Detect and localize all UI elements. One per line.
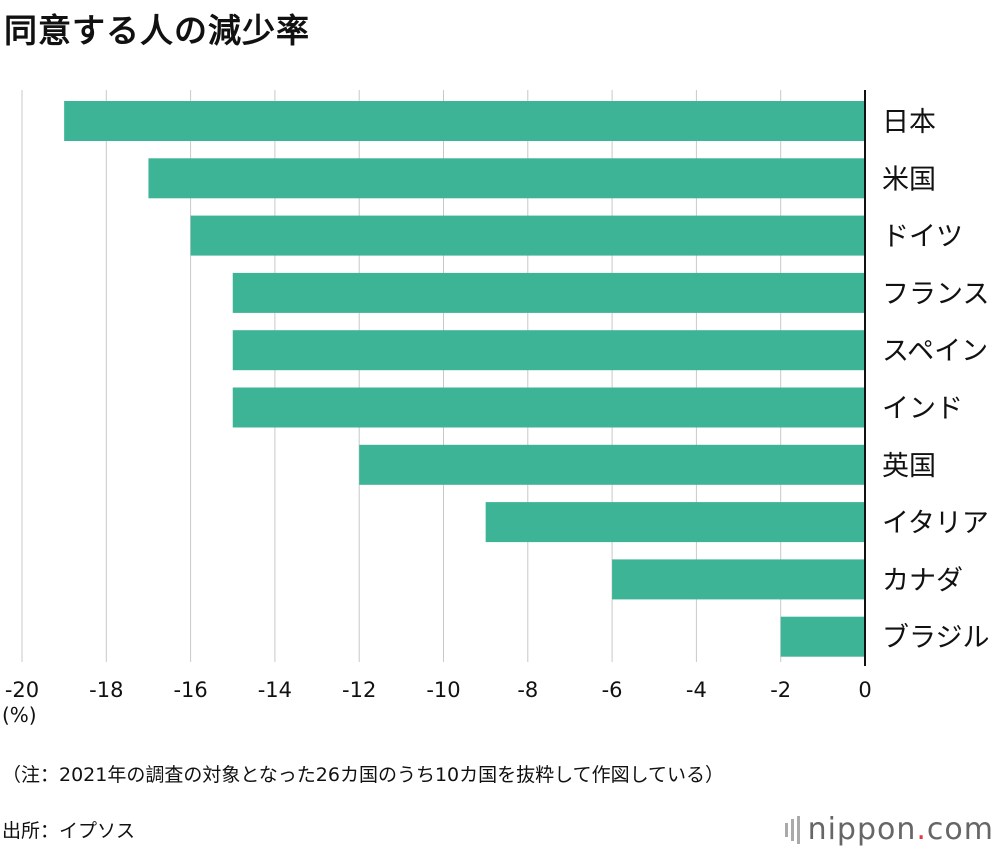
category-label: イタリア bbox=[882, 508, 989, 539]
category-label: 日本 bbox=[882, 107, 936, 138]
category-label: スペイン bbox=[882, 336, 988, 367]
x-tick-label: -2 bbox=[770, 678, 791, 702]
x-tick-label: -4 bbox=[686, 678, 707, 702]
category-label: カナダ bbox=[882, 565, 963, 596]
category-label: インド bbox=[882, 394, 963, 425]
category-label: ドイツ bbox=[882, 222, 963, 253]
x-tick-label: -6 bbox=[602, 678, 623, 702]
x-tick-label: -20 bbox=[5, 678, 39, 702]
bar bbox=[485, 502, 865, 543]
x-tick-label: -14 bbox=[258, 678, 292, 702]
x-tick-label: -12 bbox=[342, 678, 376, 702]
bar bbox=[190, 215, 866, 256]
chart-title: 同意する人の減少率 bbox=[4, 11, 310, 50]
x-tick-label: 0 bbox=[858, 678, 871, 702]
source-text: 出所：イプソス bbox=[2, 820, 136, 842]
category-label: ブラジル bbox=[882, 623, 989, 654]
logo-main: nippon bbox=[807, 812, 917, 847]
footnote: （注：2021年の調査の対象となった26カ国のうち10カ国を抜粋して作図している… bbox=[2, 764, 724, 786]
category-label: 英国 bbox=[882, 451, 936, 482]
bar bbox=[232, 387, 865, 428]
logo-dot: . bbox=[916, 812, 927, 847]
logo-tld: com bbox=[926, 812, 994, 847]
bar bbox=[64, 101, 865, 141]
x-axis-label: (%) bbox=[2, 703, 37, 727]
category-label: 米国 bbox=[882, 164, 936, 195]
category-label: フランス bbox=[882, 279, 989, 310]
bar bbox=[612, 559, 865, 600]
bar-chart: -20 -18 -16 -14 -12 -10 -8 -6 -4 -2 0 日本米国ドイツフランスス… bbox=[2, 90, 989, 727]
x-tick-label: -10 bbox=[426, 678, 460, 702]
bar bbox=[148, 158, 865, 199]
x-tick-label: -8 bbox=[517, 678, 538, 702]
bar bbox=[232, 272, 865, 313]
bar bbox=[232, 330, 865, 371]
bar bbox=[359, 444, 865, 485]
logo-mark-icon bbox=[784, 815, 800, 844]
nippon-logo: nippon. com bbox=[784, 812, 994, 847]
x-tick-label: -18 bbox=[89, 678, 123, 702]
x-tick-label: -16 bbox=[173, 678, 207, 702]
bar bbox=[780, 616, 865, 657]
